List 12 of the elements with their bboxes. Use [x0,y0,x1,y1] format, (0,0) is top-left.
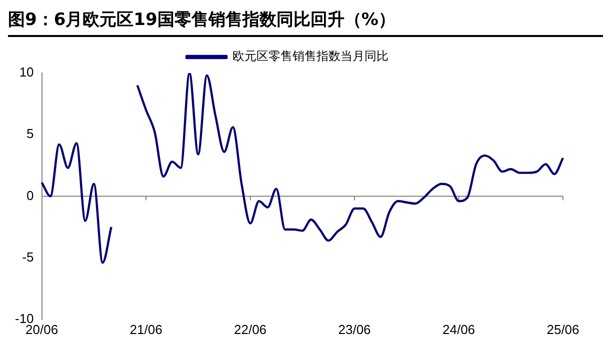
x-tick-label: 21/06 [130,322,162,337]
x-tick-label: 24/06 [442,322,476,337]
x-tick-label: 25/06 [546,322,580,337]
y-tick-label: -5 [22,249,34,264]
x-tick-label: 23/06 [338,322,371,337]
y-tick-label: 10 [19,64,34,80]
chart-title: 图9：6月欧元区19国零售销售指数同比回升（%） [8,8,603,37]
y-tick-label: 5 [26,126,34,142]
y-tick-label: -10 [14,310,34,326]
legend-label: 欧元区零售销售指数当月同比 [232,49,388,64]
y-tick-label: 0 [26,188,34,203]
x-tick-label: 22/06 [234,322,267,337]
